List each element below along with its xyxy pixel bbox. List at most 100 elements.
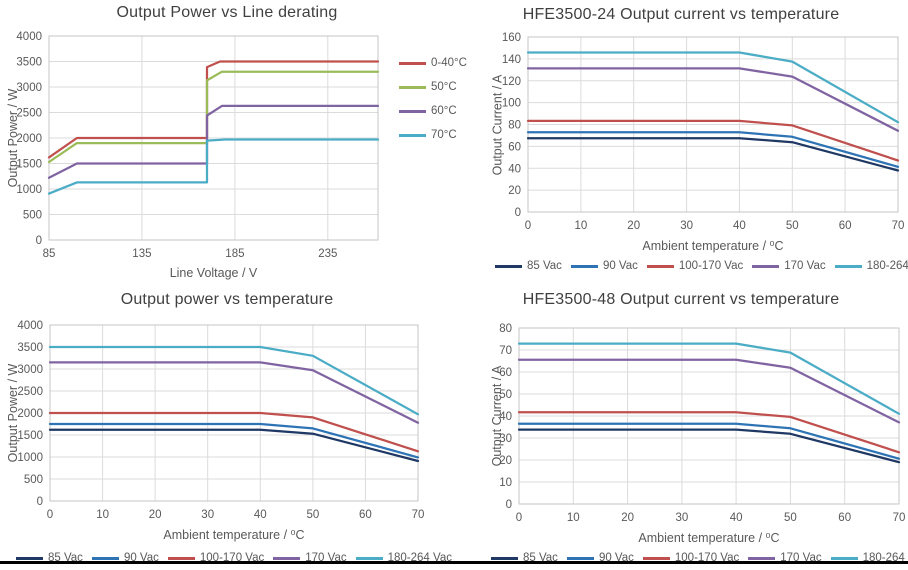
x-tick-label: 60 bbox=[838, 512, 851, 524]
plot-area: 0 20 40 60 80 100 120 140 160 0 10 20 30 40 50 60 70 bbox=[502, 32, 905, 232]
legend-label: 70°C bbox=[431, 129, 457, 141]
y-tick-label: 0 bbox=[515, 207, 521, 219]
x-tick-label: 10 bbox=[575, 220, 588, 232]
y-tick-label: 4000 bbox=[17, 320, 43, 332]
x-tick-label: 0 bbox=[525, 220, 531, 232]
y-tick-label: 60 bbox=[499, 367, 512, 379]
y-tick-label: 20 bbox=[499, 455, 512, 467]
y-tick-label: 140 bbox=[502, 54, 521, 66]
y-tick-label: 2500 bbox=[16, 108, 42, 120]
x-tick-label: 70 bbox=[893, 512, 906, 524]
legend-item: 0-40°C bbox=[399, 56, 467, 70]
legend-swatch-90-vac bbox=[91, 556, 119, 560]
x-tick-label: 0 bbox=[516, 512, 522, 524]
series-line-50°c bbox=[47, 70, 380, 164]
y-axis-title: Output Power / W bbox=[6, 363, 20, 463]
x-tick-label: 20 bbox=[621, 512, 634, 524]
legend-item: 100-170 Vac bbox=[646, 259, 743, 273]
legend-item: 85 Vac bbox=[494, 259, 562, 273]
plot-border bbox=[527, 36, 899, 213]
x-tick-label: 40 bbox=[733, 220, 746, 232]
x-tick-label: 0 bbox=[47, 509, 53, 521]
legend-swatch-170-vac bbox=[748, 556, 776, 560]
legend-swatch-100-170-vac bbox=[167, 556, 195, 560]
plot-area: 0 10 20 30 40 50 60 70 80 0 10 20 30 40 50 60 70 bbox=[499, 323, 906, 524]
legend-item: 60°C bbox=[399, 104, 467, 118]
x-tick-label: 40 bbox=[254, 509, 267, 521]
x-tick-label: 10 bbox=[96, 509, 109, 521]
y-tick-label: 3000 bbox=[17, 364, 43, 376]
y-tick-label: 3000 bbox=[16, 82, 42, 94]
x-axis-title: Ambient temperature / ⁰C bbox=[163, 528, 305, 542]
legend-swatch-100-170-vac bbox=[646, 264, 674, 268]
y-tick-label: 30 bbox=[499, 433, 512, 445]
x-tick-label: 30 bbox=[676, 512, 689, 524]
y-tick-label: 2500 bbox=[17, 386, 43, 398]
legend-swatch-170-vac bbox=[273, 556, 301, 560]
series-line-170-vac bbox=[48, 361, 420, 424]
y-tick-label: 0 bbox=[37, 496, 43, 508]
y-tick-label: 160 bbox=[502, 32, 521, 44]
x-tick-label: 50 bbox=[784, 512, 797, 524]
legend-label: 180-264 Vac bbox=[866, 260, 908, 272]
series-line-70°c bbox=[47, 138, 380, 195]
x-tick-label: 70 bbox=[412, 509, 425, 521]
legend-swatch-170-vac bbox=[752, 264, 780, 268]
legend-label: 0-40°C bbox=[431, 57, 467, 69]
y-tick-label: 60 bbox=[508, 141, 521, 153]
x-tick-label: 10 bbox=[567, 512, 580, 524]
y-tick-label: 20 bbox=[508, 185, 521, 197]
y-tick-label: 120 bbox=[502, 76, 521, 88]
chart-output-power-vs-temperature: Output power vs temperature 0 500 1000 1500 2… bbox=[0, 285, 454, 570]
series-line-170-vac bbox=[526, 67, 900, 132]
y-tick-label: 40 bbox=[508, 163, 521, 175]
y-tick-label: 3500 bbox=[16, 57, 42, 69]
legend-swatch-90-vac bbox=[570, 264, 598, 268]
y-tick-label: 1000 bbox=[17, 452, 43, 464]
series-line-170-vac bbox=[517, 358, 901, 424]
legend-item: 50°C bbox=[399, 80, 467, 94]
y-axis-title: Output Power / W bbox=[6, 88, 20, 188]
y-tick-label: 500 bbox=[24, 474, 43, 486]
series-line-85-vac bbox=[48, 428, 420, 463]
chart-title: Output Power vs Line derating bbox=[116, 4, 338, 21]
y-axis-title: Output Current / A bbox=[490, 74, 504, 175]
y-tick-label: 2000 bbox=[17, 408, 43, 420]
y-tick-label: 50 bbox=[499, 389, 512, 401]
x-tick-label: 40 bbox=[730, 512, 743, 524]
series-line-60°c bbox=[47, 104, 380, 179]
x-axis-title: Line Voltage / V bbox=[169, 266, 258, 280]
legend-label: 85 Vac bbox=[526, 260, 562, 272]
plot-area: 0 500 1000 1500 2000 2500 3000 3500 4000 0 10 20 30 4… bbox=[17, 320, 425, 521]
plot-area: 0 500 1000 1500 2000 2500 3000 3500 4000 85 135 185… bbox=[16, 31, 380, 260]
series-line-180-264-vac bbox=[517, 342, 901, 415]
chart-output-power-vs-line-derating: Output Power vs Line derating 0 500 1000 150… bbox=[0, 0, 467, 285]
plot-border bbox=[518, 327, 900, 505]
plot-border bbox=[48, 35, 379, 241]
legend-label: 170 Vac bbox=[784, 260, 826, 272]
x-tick-label: 135 bbox=[132, 248, 151, 260]
legend-item: 180-264 Vac bbox=[834, 259, 908, 273]
y-tick-label: 1500 bbox=[17, 430, 43, 442]
chart-hfe3500-24-output-current-vs-temperature: HFE3500-24 Output current vs temperature… bbox=[454, 0, 908, 285]
x-axis-title: Ambient temperature / ⁰C bbox=[642, 239, 784, 253]
legend-swatch-0-40°c bbox=[399, 61, 426, 65]
x-tick-label: 60 bbox=[839, 220, 852, 232]
series-line-85-vac bbox=[526, 137, 900, 172]
series-line-100-170-vac bbox=[48, 411, 420, 453]
x-tick-label: 60 bbox=[359, 509, 372, 521]
legend-swatch-50°c bbox=[399, 85, 426, 89]
legend-item: 170 Vac bbox=[752, 259, 826, 273]
y-tick-label: 500 bbox=[23, 210, 42, 222]
legend-swatch-180-264-vac bbox=[834, 264, 862, 268]
x-tick-label: 85 bbox=[43, 248, 56, 260]
x-tick-label: 70 bbox=[892, 220, 905, 232]
y-axis-title: Output Current / A bbox=[490, 365, 504, 467]
y-tick-label: 3500 bbox=[17, 342, 43, 354]
y-tick-label: 1500 bbox=[16, 159, 42, 171]
y-tick-label: 40 bbox=[499, 411, 512, 423]
legend-label: 90 Vac bbox=[602, 260, 638, 272]
series-line-180-264-vac bbox=[48, 345, 420, 416]
x-tick-label: 20 bbox=[627, 220, 640, 232]
